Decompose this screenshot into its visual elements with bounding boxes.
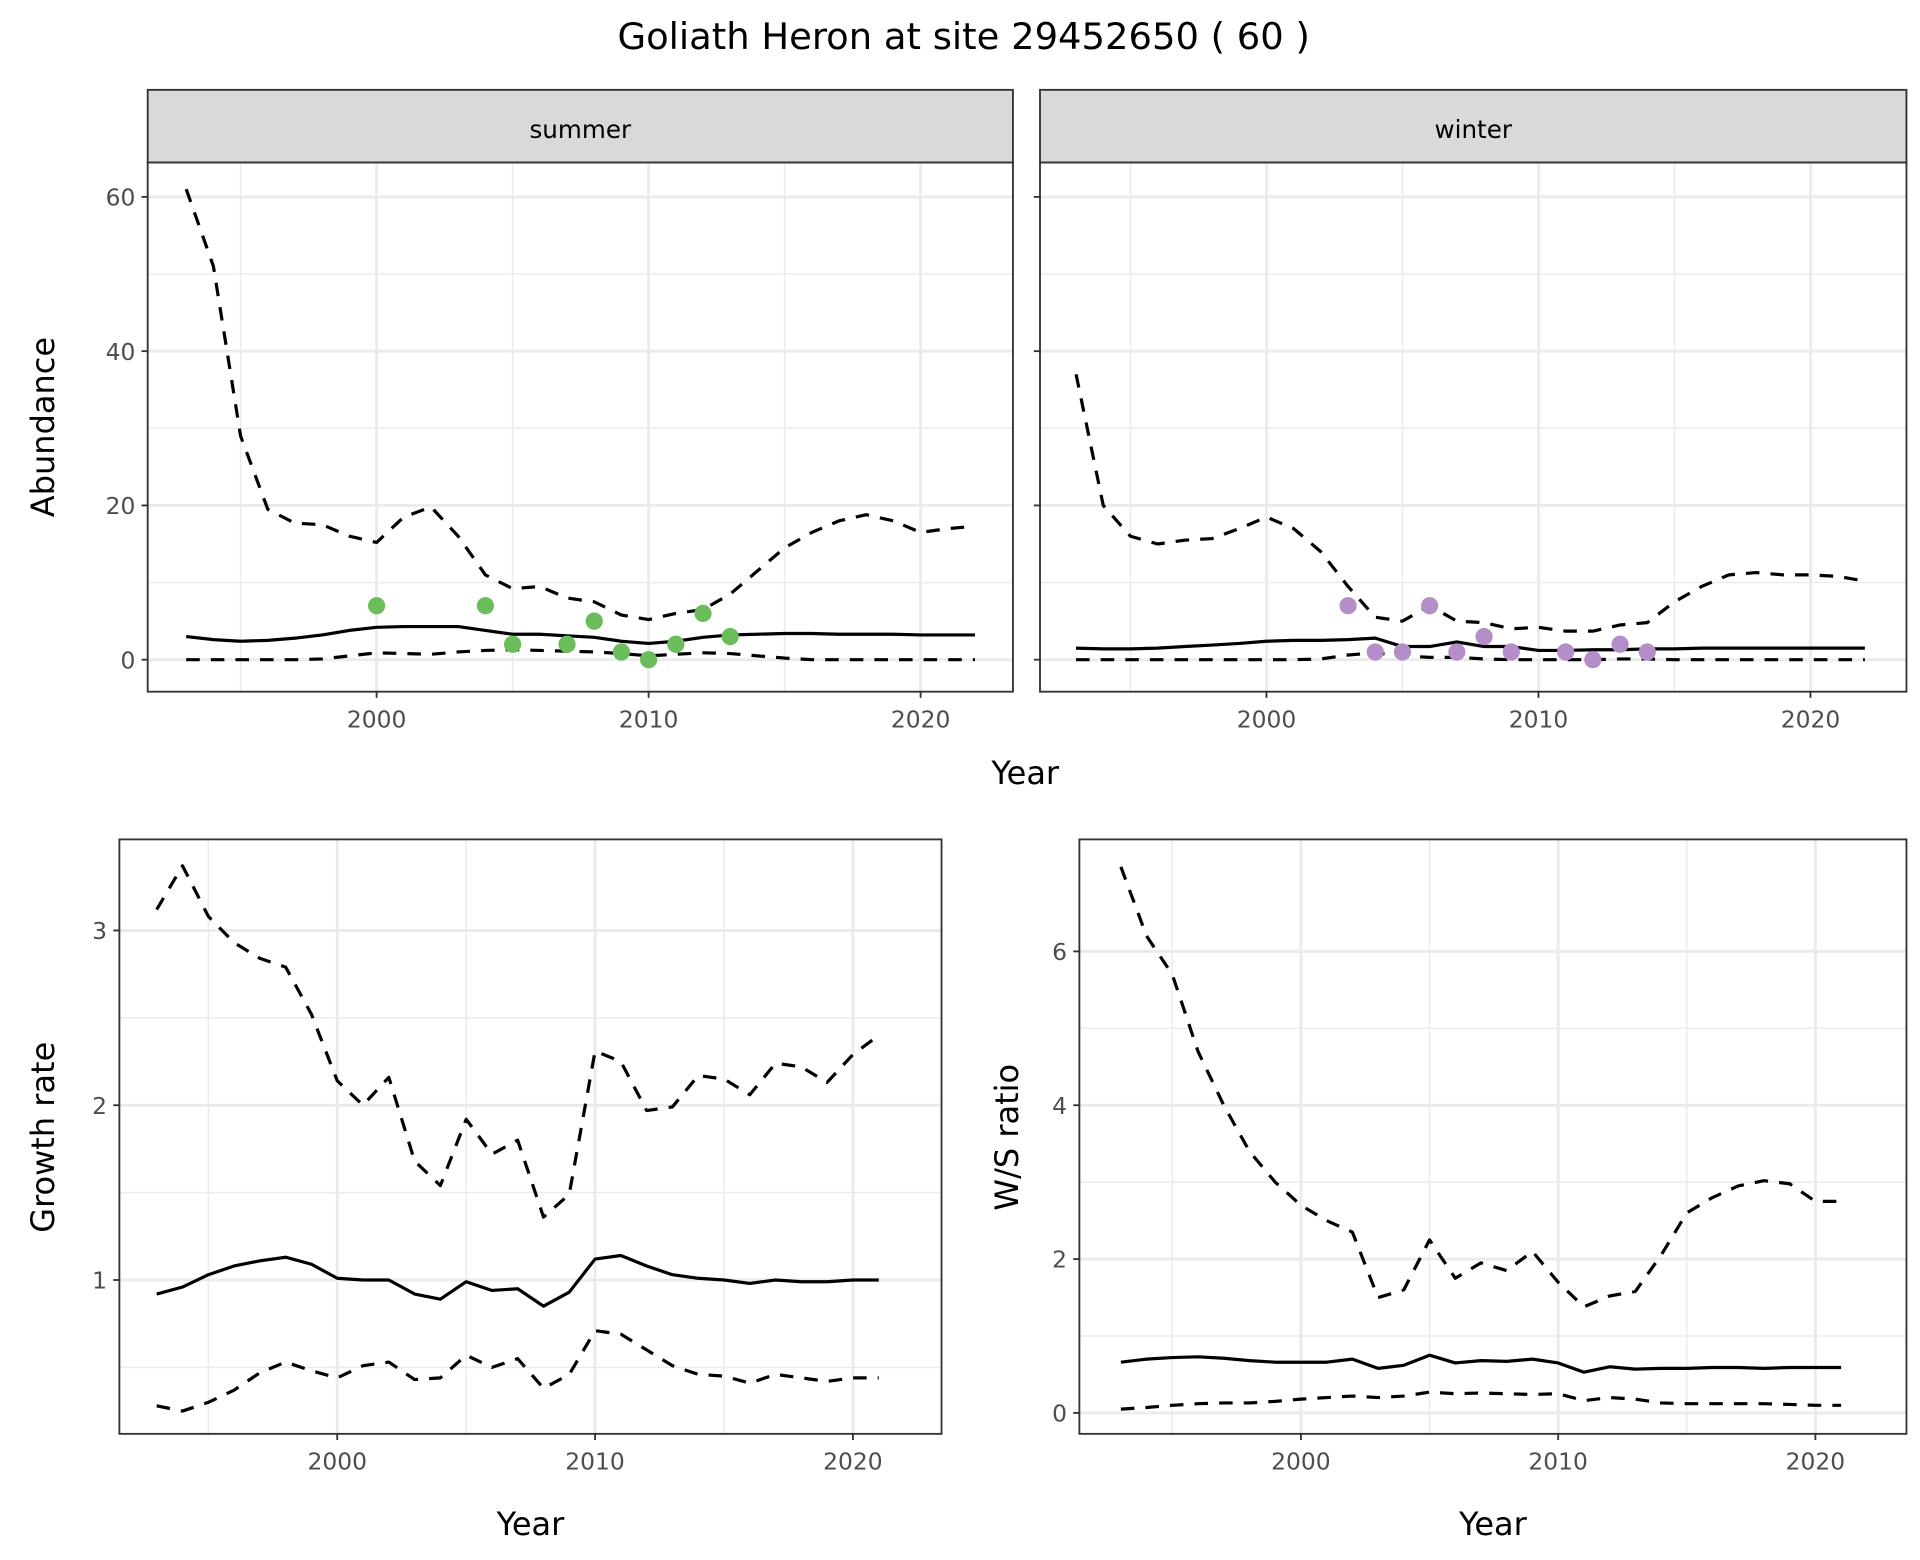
x-tick-label: 2020 xyxy=(891,705,951,733)
upper-bound-line xyxy=(155,864,880,1219)
plot-background xyxy=(1040,162,1907,692)
lower-bound-line xyxy=(1120,1390,1842,1411)
x-tick-label: 2000 xyxy=(307,1448,367,1476)
x-tick-label: 2000 xyxy=(1271,1448,1331,1476)
mean-line xyxy=(1076,636,1865,653)
data-point xyxy=(1638,643,1656,661)
ratio-y-axis-title: W/S ratio xyxy=(988,1064,1026,1211)
lower-bound-line xyxy=(186,648,976,662)
y-tick-label: 3 xyxy=(92,917,107,945)
data-point xyxy=(585,612,603,630)
data-point xyxy=(504,635,522,653)
top-y-axis-title: Abundance xyxy=(24,337,62,517)
top-x-axis-title: Year xyxy=(990,754,1060,792)
plot-background xyxy=(1079,839,1907,1434)
growth-y-axis-title: Growth rate xyxy=(24,1042,62,1233)
data-point xyxy=(1421,597,1439,615)
upper-bound-line xyxy=(1119,866,1842,1309)
panel-winter: winter 2000 2010 2020 xyxy=(1033,88,1908,733)
facet-strip xyxy=(1039,88,1908,164)
y-tick-label: 1 xyxy=(92,1267,107,1295)
y-tick-label: 0 xyxy=(121,646,136,674)
data-point xyxy=(1584,651,1602,669)
data-point xyxy=(1393,643,1412,661)
upper-bound-line xyxy=(1074,373,1866,633)
panel-border xyxy=(118,838,943,1435)
data-point xyxy=(640,651,658,669)
x-tick-label: 2020 xyxy=(1786,1448,1846,1476)
facet-strip-label: winter xyxy=(1434,115,1512,144)
plot-background xyxy=(147,162,1013,692)
y-tick-label: 0 xyxy=(1052,1400,1067,1428)
data-point xyxy=(1611,635,1629,653)
data-point xyxy=(1448,643,1466,661)
y-tick-label: 20 xyxy=(106,492,136,520)
x-tick-label: 2010 xyxy=(619,705,679,733)
data-point xyxy=(667,635,685,653)
x-tick-label: 2000 xyxy=(1237,705,1297,733)
plot-background xyxy=(119,839,942,1434)
panel-ratio: 2000 2010 2020 0 2 4 6 xyxy=(1052,838,1908,1476)
upper-bound-line xyxy=(184,188,976,622)
x-tick-label: 2000 xyxy=(347,705,407,733)
data-point xyxy=(721,627,739,646)
facet-strip-label: summer xyxy=(529,115,632,144)
data-point xyxy=(1366,643,1384,661)
mean-line xyxy=(186,624,976,646)
x-tick-label: 2020 xyxy=(823,1448,883,1476)
facet-strip xyxy=(146,88,1014,164)
x-tick-label: 2010 xyxy=(565,1448,625,1476)
data-point xyxy=(694,604,712,623)
y-tick-label: 4 xyxy=(1052,1092,1067,1120)
x-tick-label: 2010 xyxy=(1528,1448,1588,1476)
y-tick-label: 2 xyxy=(1052,1246,1067,1274)
ratio-x-axis-title: Year xyxy=(1458,1505,1528,1543)
x-tick-label: 2010 xyxy=(1509,705,1569,733)
data-point xyxy=(368,597,386,615)
y-tick-label: 2 xyxy=(92,1092,107,1120)
y-tick-label: 60 xyxy=(106,184,136,212)
data-point xyxy=(612,643,631,661)
lower-bound-line xyxy=(1076,651,1865,662)
lower-bound-line xyxy=(156,1329,879,1413)
y-tick-label: 6 xyxy=(1052,938,1067,966)
data-point xyxy=(1502,643,1520,661)
data-point xyxy=(1475,627,1493,646)
panel-summer: summer 2000 2010 2020 0 20 40 60 xyxy=(106,88,1014,733)
x-tick-label: 2020 xyxy=(1781,705,1841,733)
mean-line xyxy=(156,1253,879,1308)
chart-title: Goliath Heron at site 29452650 ( 60 ) xyxy=(617,15,1309,58)
data-point xyxy=(1339,597,1357,615)
data-point xyxy=(558,635,576,653)
panel-border xyxy=(1078,838,1908,1435)
data-point xyxy=(476,597,495,615)
growth-x-axis-title: Year xyxy=(496,1505,566,1543)
data-point xyxy=(1557,643,1575,661)
panel-growth: 2000 2010 2020 1 2 3 xyxy=(92,838,943,1476)
mean-line xyxy=(1120,1353,1842,1374)
y-tick-label: 40 xyxy=(106,338,136,366)
